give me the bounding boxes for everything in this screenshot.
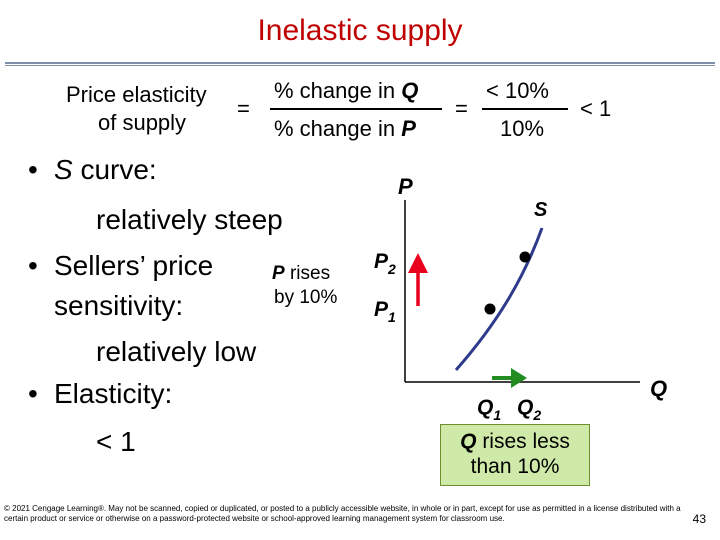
- bullet-marker-2: •: [28, 250, 38, 281]
- title-divider-thin: [5, 65, 715, 66]
- curve-label-s: S: [534, 199, 548, 221]
- y-axis-label: P: [398, 174, 413, 199]
- formula-result: < 1: [580, 96, 612, 121]
- bullet-marker-1: •: [28, 154, 38, 185]
- point-p1-q1: [484, 303, 496, 315]
- formula-equals-1: =: [237, 96, 250, 121]
- formula-value-numerator: < 10%: [486, 78, 549, 103]
- point-p2-q2: [519, 251, 531, 263]
- copyright-footer: © 2021 Cengage Learning®. May not be sca…: [4, 504, 681, 524]
- formula-value-bar: [482, 108, 568, 110]
- denominator-text: % change in: [274, 116, 402, 141]
- formula-value-denominator: 10%: [500, 116, 545, 141]
- qty-note-text: rises less: [476, 430, 570, 453]
- formula-left-line1: Price elasticity: [66, 82, 207, 107]
- formula-fraction-bar: [270, 108, 442, 110]
- price-note-var: P: [272, 263, 285, 284]
- formula-equals-2: =: [455, 96, 468, 121]
- qty-note-line2: than 10%: [470, 455, 560, 479]
- bullet-2-line2: sensitivity:: [54, 290, 184, 321]
- slide-title: Inelastic supply: [257, 14, 463, 47]
- p1-label: P1: [374, 298, 396, 325]
- bullet-1-var: S: [54, 154, 73, 185]
- qty-note-line1: Q rises less: [441, 429, 589, 454]
- price-note-text: rises: [284, 263, 331, 284]
- price-rise-note: P rises by 10%: [272, 262, 337, 310]
- q2-label: Q2: [517, 396, 541, 423]
- formula-denominator: % change in P: [274, 116, 416, 142]
- formula-left-line2: of supply: [98, 110, 187, 135]
- qty-note-var: Q: [460, 430, 477, 453]
- quantity-rise-note: Q rises less than 10%: [440, 424, 590, 486]
- bullet-1-text: S curve:: [54, 154, 157, 186]
- bullet-3-text: Elasticity:: [54, 378, 173, 409]
- numerator-text: % change in: [274, 78, 402, 103]
- bullet-1-sub: relatively steep: [96, 204, 283, 235]
- price-note-line1: P rises: [272, 262, 337, 286]
- formula-numerator: % change in Q: [274, 78, 418, 104]
- quantity-rise-arrow: [492, 368, 527, 388]
- p2-label: P2: [374, 250, 396, 277]
- q1-label: Q1: [477, 396, 501, 423]
- x-axis-label: Q: [650, 376, 667, 401]
- price-rise-arrow: [408, 253, 428, 306]
- bullet-2-line1: Sellers’ price: [54, 250, 214, 281]
- bullet-3-sub: < 1: [96, 426, 136, 457]
- numerator-var: Q: [401, 78, 419, 103]
- title-divider: [5, 62, 715, 64]
- bullet-marker-3: •: [28, 378, 38, 409]
- page-number: 43: [692, 512, 706, 526]
- supply-curve: [454, 227, 544, 371]
- bullet-2-sub: relatively low: [96, 336, 257, 367]
- denominator-var: P: [401, 116, 416, 141]
- bullet-1-label: curve:: [72, 154, 157, 185]
- price-note-line2: by 10%: [274, 286, 338, 308]
